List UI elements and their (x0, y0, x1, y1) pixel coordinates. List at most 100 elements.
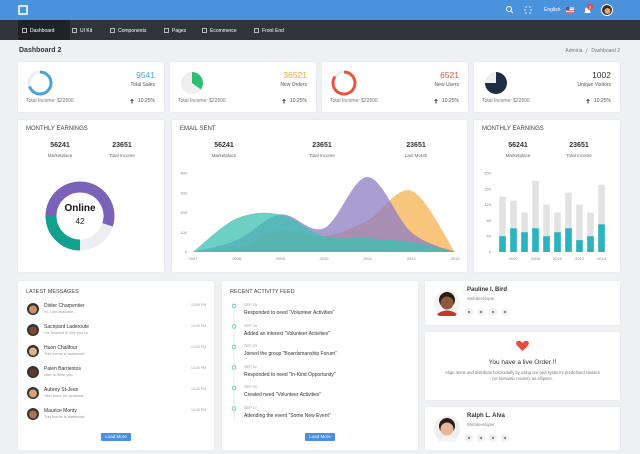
load-more-button[interactable]: Load More (101, 433, 131, 441)
social-icon-glyph (491, 310, 495, 314)
activity-text: Responded to need "Volunteer Activities" (244, 310, 335, 316)
message-time: 13:40 PM (191, 408, 206, 412)
menu-item[interactable]: Pages (172, 27, 187, 34)
logo-inner (20, 7, 26, 13)
fullscreen-icon[interactable] (524, 6, 532, 14)
menu-item[interactable]: UI Kit (80, 27, 93, 34)
x-tick-label: 2009 (276, 256, 286, 261)
bar-chart: 0 40 80 120 160 200 2007 2008 2010 2012 2014 (484, 171, 607, 262)
profile-role: Webdeveloper (467, 296, 495, 301)
flag[interactable] (566, 7, 574, 13)
top-bar: 3 English (0, 0, 640, 20)
x-tick-label: 2007 (189, 256, 199, 261)
x-tick-label: 2012 (407, 256, 417, 261)
area-chart: 0 100 200 300 400 2007 2008 2009 2010 2011 2012 201… (180, 171, 460, 262)
breadcrumb-item[interactable]: Admiria (565, 48, 583, 54)
live-order-card: You have a live Order !! Align items and … (425, 332, 620, 400)
y-tick-label: 0 (489, 250, 492, 255)
menu-icon (110, 28, 115, 33)
profile-shirt (437, 310, 457, 316)
bar (532, 180, 539, 252)
donut-label: Online (64, 203, 96, 214)
activity-text: Joined the group "Boardsmanship Forum" (244, 351, 337, 357)
search-icon[interactable] (506, 6, 512, 12)
metric-label: Total Income (309, 153, 335, 158)
message-text: This theme is awesome! (44, 415, 85, 419)
bar (576, 240, 583, 252)
bar (554, 232, 561, 252)
card-title: EMAIL SENT (180, 126, 216, 132)
stat-income: Total Income: $22506 (482, 98, 530, 104)
stat-chart (485, 72, 507, 94)
up-arrow (282, 98, 286, 104)
message-name[interactable]: Aubrey St-Jean (44, 387, 79, 393)
profile-shirt (437, 436, 457, 442)
bar (499, 236, 506, 252)
bar (510, 200, 517, 252)
activity-date: SEP 24 (244, 323, 257, 328)
message-text: This theme is awesome! (44, 352, 85, 356)
user-avatar-face (604, 8, 611, 14)
bar (543, 236, 550, 252)
avatar-face (29, 368, 37, 377)
profile-name[interactable]: Pauline I. Bird (467, 287, 508, 293)
x-tick-label: 2011 (363, 256, 372, 261)
bar (598, 224, 605, 252)
timeline-dot (231, 324, 237, 329)
metric-label: Total Income (109, 153, 135, 158)
search-icon-handle (510, 10, 514, 14)
message-time: 13:40 PM (191, 303, 206, 307)
stat-chart (27, 70, 53, 96)
menu-item[interactable]: Front End (262, 27, 284, 34)
ring-arc (28, 70, 53, 96)
pie-slice (192, 72, 203, 90)
up-arrow-shape (586, 98, 590, 104)
metric-value: 23651 (312, 142, 332, 149)
y-tick-label: 300 (180, 190, 187, 195)
menu-item[interactable]: Ecommerce (210, 27, 237, 34)
menu-icon-shape (72, 28, 77, 33)
up-arrow-shape (434, 98, 438, 104)
profile-name[interactable]: Ralph L. Alva (467, 413, 505, 419)
donut-segment (45, 215, 81, 251)
y-tick-label: 100 (180, 230, 187, 235)
message-name[interactable]: Didier Charpentier (44, 303, 85, 309)
y-tick-label: 80 (487, 218, 492, 223)
activity-card: RECENT ACTIVITY FEED SEP 25 Responded to n… (222, 281, 418, 450)
stat-change: 10.25% (442, 98, 459, 104)
breadcrumb-item: Dashboard 2 (591, 48, 620, 54)
menu-item[interactable]: Components (118, 27, 147, 34)
menu-icon (254, 28, 259, 33)
message-text: Nice to meet you (44, 373, 73, 377)
x-tick-label: 2010 (320, 256, 330, 261)
area (193, 212, 455, 252)
message-name[interactable]: Huon Chalifour (44, 345, 78, 351)
message-name[interactable]: Maurice Monty (44, 408, 77, 414)
profile-card: Pauline I. Bird Webdeveloper (425, 281, 620, 325)
stat-change: 10.25% (594, 98, 611, 104)
message-name[interactable]: Sacripant Laderoute (44, 324, 90, 330)
monthly-card: MONTHLY EARNINGS 56241 Marketplace 23651 Tot… (474, 120, 620, 272)
y-tick-label: 160 (484, 186, 491, 191)
profile-role: Webdeveloper (467, 422, 495, 427)
stat-change: 10.25% (290, 98, 307, 104)
x-tick-label: 2014 (597, 256, 607, 261)
profile-graphics (434, 416, 509, 442)
social-icon-glyph (467, 310, 471, 314)
message-name[interactable]: Paien Barrientos (44, 366, 81, 372)
load-more-button[interactable]: Load More (305, 433, 335, 441)
avatar-face (29, 326, 37, 335)
menu-icon (202, 28, 207, 33)
menu-item[interactable]: Dashboard (30, 27, 55, 34)
language[interactable]: English (544, 7, 561, 13)
bar (587, 236, 594, 252)
up-arrow (434, 98, 438, 104)
metric-label: Marketplace (211, 153, 237, 158)
message-avatars (27, 303, 39, 420)
up-arrow (586, 98, 590, 104)
heart (516, 340, 529, 351)
activity-date: SEP 22 (244, 364, 257, 369)
menu-icon-shape (202, 28, 207, 33)
menu-bar: Dashboard UI Kit Components Pages Ecommerce F… (0, 20, 640, 40)
notification-badge (587, 4, 593, 10)
